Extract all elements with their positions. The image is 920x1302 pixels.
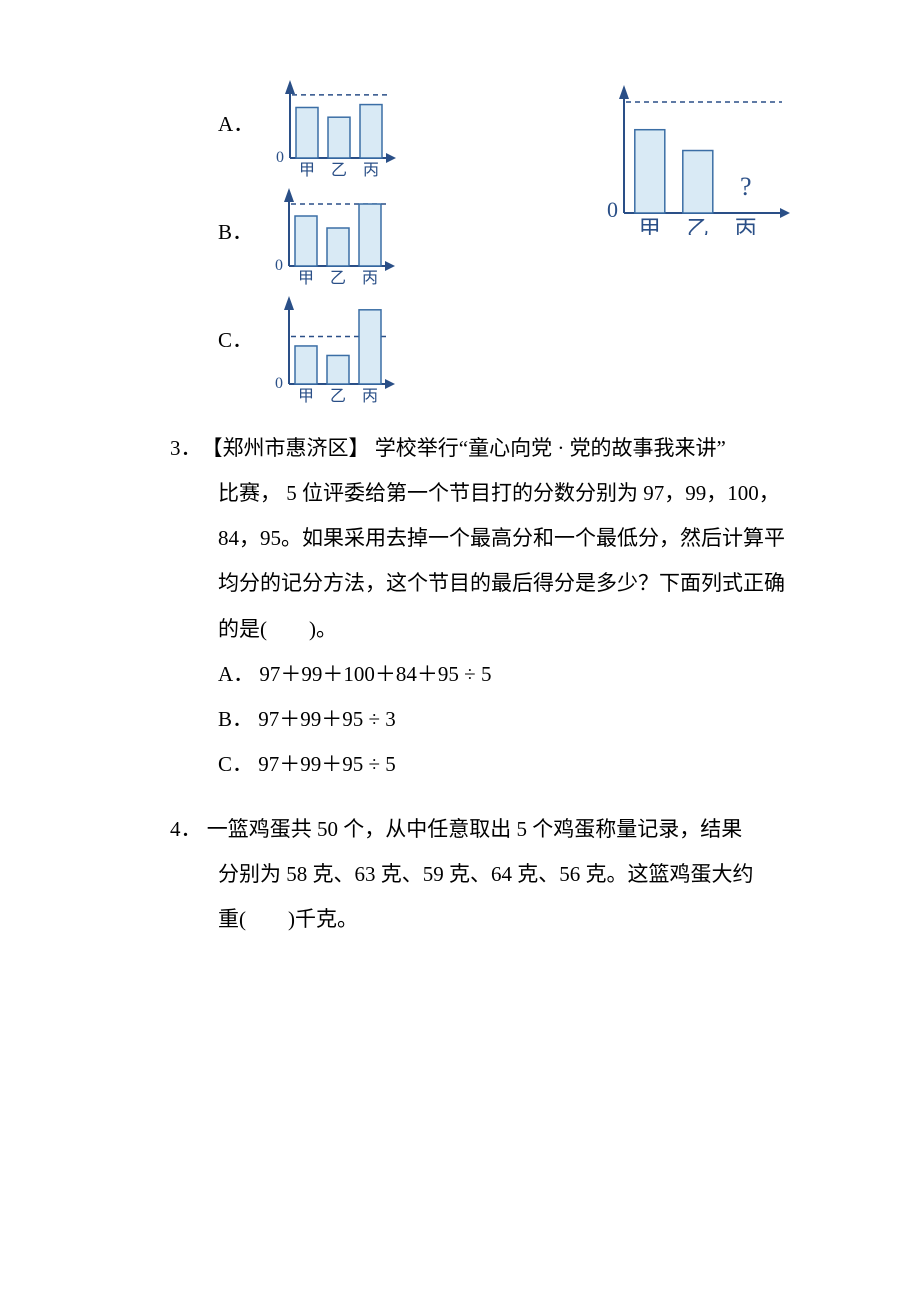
svg-text:?: ?	[740, 172, 752, 201]
svg-text:甲: 甲	[298, 388, 314, 405]
q4-number: 4．	[170, 807, 202, 852]
q4-text-3: 重( )千克。	[218, 897, 830, 942]
q3-choice-b: B． 97＋99＋95 ÷ 3	[218, 697, 830, 742]
bar-chart-option-b: 甲乙丙 0	[265, 188, 395, 288]
svg-text:丙: 丙	[363, 162, 379, 179]
q4-line1: 4． 一篮鸡蛋共 50 个，从中任意取出 5 个鸡蛋称量记录，结果	[170, 807, 830, 852]
svg-text:甲: 甲	[299, 162, 315, 179]
svg-text:丙: 丙	[735, 216, 757, 235]
svg-text:乙: 乙	[330, 388, 346, 405]
svg-text:乙: 乙	[687, 216, 709, 235]
option-c-row: C． 甲乙丙 0	[218, 296, 830, 406]
svg-text:甲: 甲	[639, 216, 661, 235]
q3-text-3: 84，95。如果采用去掉一个最高分和一个最低分，然后计算平	[218, 516, 830, 561]
question-4: 4． 一篮鸡蛋共 50 个，从中任意取出 5 个鸡蛋称量记录，结果 分别为 58…	[170, 807, 830, 942]
q4-text-1: 一篮鸡蛋共 50 个，从中任意取出 5 个鸡蛋称量记录，结果	[202, 817, 743, 841]
option-a-label: A．	[218, 80, 254, 138]
q3-number: 3．	[170, 426, 202, 471]
q3-text-2: 比赛， 5 位评委给第一个节目打的分数分别为 97，99，100，	[218, 471, 830, 516]
question-3: 3．【郑州市惠济区】 学校举行“童心向党 · 党的故事我来讲” 比赛， 5 位评…	[170, 426, 830, 787]
question-chart-top: 甲 乙? 丙 0	[600, 85, 790, 240]
page: 甲乙?丙0 A． 甲乙丙0 B． 甲乙丙0 C． 甲乙丙0 3．【郑州市惠济区】…	[0, 0, 920, 1023]
svg-text:丙: 丙	[362, 270, 378, 287]
q3-line1: 3．【郑州市惠济区】 学校举行“童心向党 · 党的故事我来讲”	[170, 426, 830, 471]
svg-text:丙: 丙	[362, 388, 378, 405]
q3-text-5: 的是( )。	[218, 607, 830, 652]
svg-text:0: 0	[276, 149, 284, 166]
q4-text-2: 分别为 58 克、63 克、59 克、64 克、56 克。这篮鸡蛋大约	[218, 852, 830, 897]
svg-text:乙: 乙	[331, 162, 347, 179]
q3-text-4: 均分的记分方法，这个节目的最后得分是多少？下面列式正确	[218, 561, 830, 606]
option-b-label: B．	[218, 188, 253, 246]
bar-chart-option-c: 甲乙丙 0	[265, 296, 395, 406]
option-c-label: C．	[218, 296, 253, 354]
bar-chart-top: 甲 乙? 丙 0	[600, 85, 790, 235]
q3-choice-a: A． 97＋99＋100＋84＋95 ÷ 5	[218, 652, 830, 697]
q3-choice-c: C． 97＋99＋95 ÷ 5	[218, 742, 830, 787]
q3-text-1: 【郑州市惠济区】 学校举行“童心向党 · 党的故事我来讲”	[202, 436, 726, 460]
svg-text:0: 0	[607, 197, 618, 222]
svg-text:0: 0	[275, 257, 283, 274]
svg-text:甲: 甲	[298, 270, 314, 287]
bar-chart-option-a: 甲乙丙 0	[266, 80, 396, 180]
svg-text:乙: 乙	[330, 270, 346, 287]
svg-text:0: 0	[275, 375, 283, 392]
